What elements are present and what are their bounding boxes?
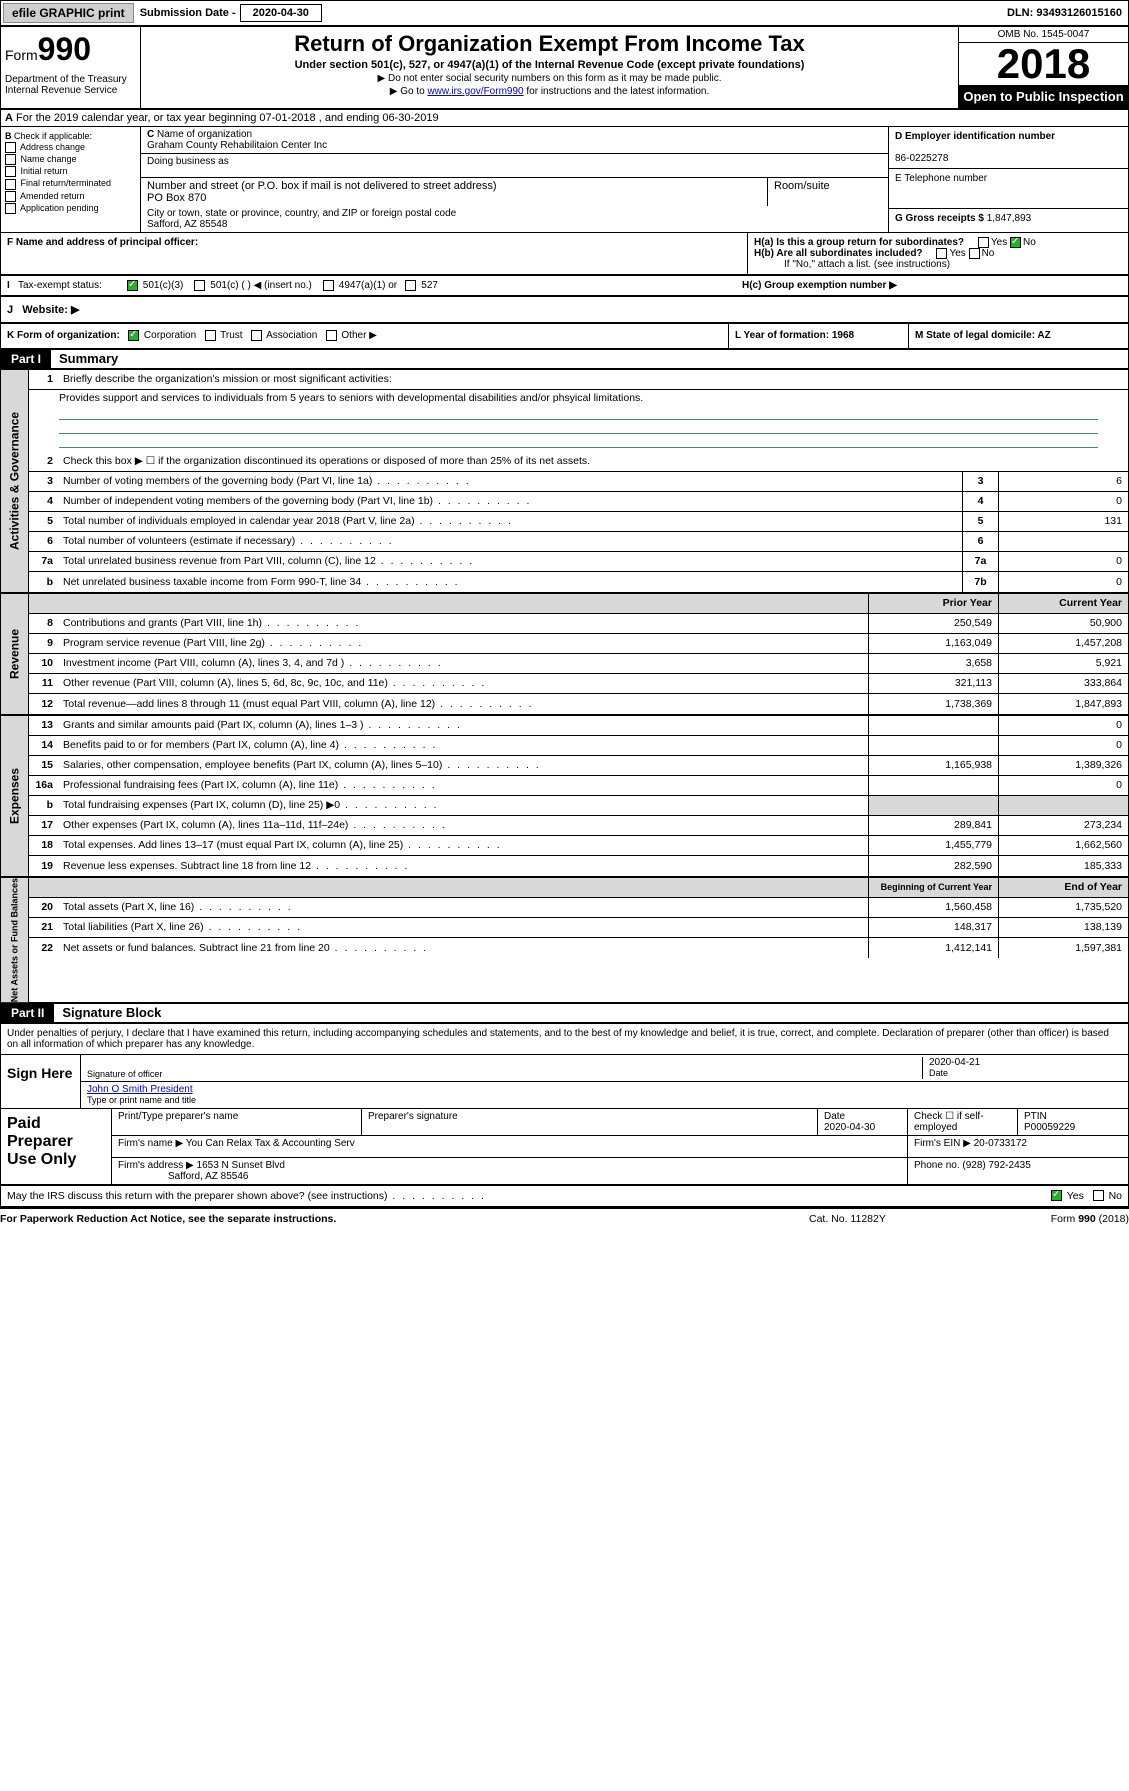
form-title: Return of Organization Exempt From Incom… (145, 31, 954, 57)
officer-name[interactable]: John O Smith President (87, 1084, 193, 1095)
part1-header: Part ISummary (0, 349, 1129, 369)
note-ssn: ▶ Do not enter social security numbers o… (145, 73, 954, 84)
netassets-section: Net Assets or Fund Balances Beginning of… (0, 877, 1129, 1003)
ein: 86-0225278 (895, 153, 948, 164)
org-name: Graham County Rehabilitaion Center Inc (147, 140, 327, 151)
address: PO Box 870 (147, 192, 206, 204)
dln: DLN: 93493126015160 (1007, 7, 1128, 19)
revenue-section: Revenue Prior YearCurrent Year 8Contribu… (0, 593, 1129, 715)
form-subtitle: Under section 501(c), 527, or 4947(a)(1)… (145, 59, 954, 71)
section-fgh: F Name and address of principal officer:… (0, 232, 1129, 275)
sub-label: Submission Date - (136, 7, 240, 19)
firm-name: You Can Relax Tax & Accounting Serv (186, 1138, 355, 1149)
form-number: Form990 (5, 31, 136, 68)
irs-link[interactable]: www.irs.gov/Form990 (427, 86, 523, 97)
top-bar: efile GRAPHIC print Submission Date - 20… (0, 0, 1129, 26)
efile-btn[interactable]: efile GRAPHIC print (3, 3, 134, 23)
note-link: ▶ Go to www.irs.gov/Form990 for instruct… (145, 86, 954, 97)
discuss-row: May the IRS discuss this return with the… (0, 1185, 1129, 1207)
section-b: B Check if applicable: Address change Na… (0, 127, 1129, 232)
mission-text: Provides support and services to individ… (29, 390, 1128, 406)
open-inspection: Open to Public Inspection (959, 85, 1128, 108)
dept: Department of the Treasury Internal Reve… (5, 74, 136, 96)
footer: For Paperwork Reduction Act Notice, see … (0, 1207, 1129, 1229)
form-header: Form990 Department of the Treasury Inter… (0, 26, 1129, 109)
city: Safford, AZ 85548 (147, 219, 227, 230)
row-a: A For the 2019 calendar year, or tax yea… (0, 109, 1129, 127)
sub-date: 2020-04-30 (240, 4, 322, 22)
expenses-section: Expenses 13Grants and similar amounts pa… (0, 715, 1129, 877)
row-k: K Form of organization: Corporation Trus… (0, 323, 1129, 348)
signature-block: Under penalties of perjury, I declare th… (0, 1023, 1129, 1185)
website-row: J Website: ▶ (0, 296, 1129, 323)
ptin: P00059229 (1024, 1122, 1075, 1133)
tax-year: 2018 (959, 43, 1128, 85)
gross-receipts: 1,847,893 (987, 213, 1032, 224)
tax-status-row: I Tax-exempt status: 501(c)(3) 501(c) ( … (0, 275, 1129, 296)
part2-header: Part IISignature Block (0, 1003, 1129, 1023)
governance-section: Activities & Governance 1Briefly describ… (0, 369, 1129, 593)
